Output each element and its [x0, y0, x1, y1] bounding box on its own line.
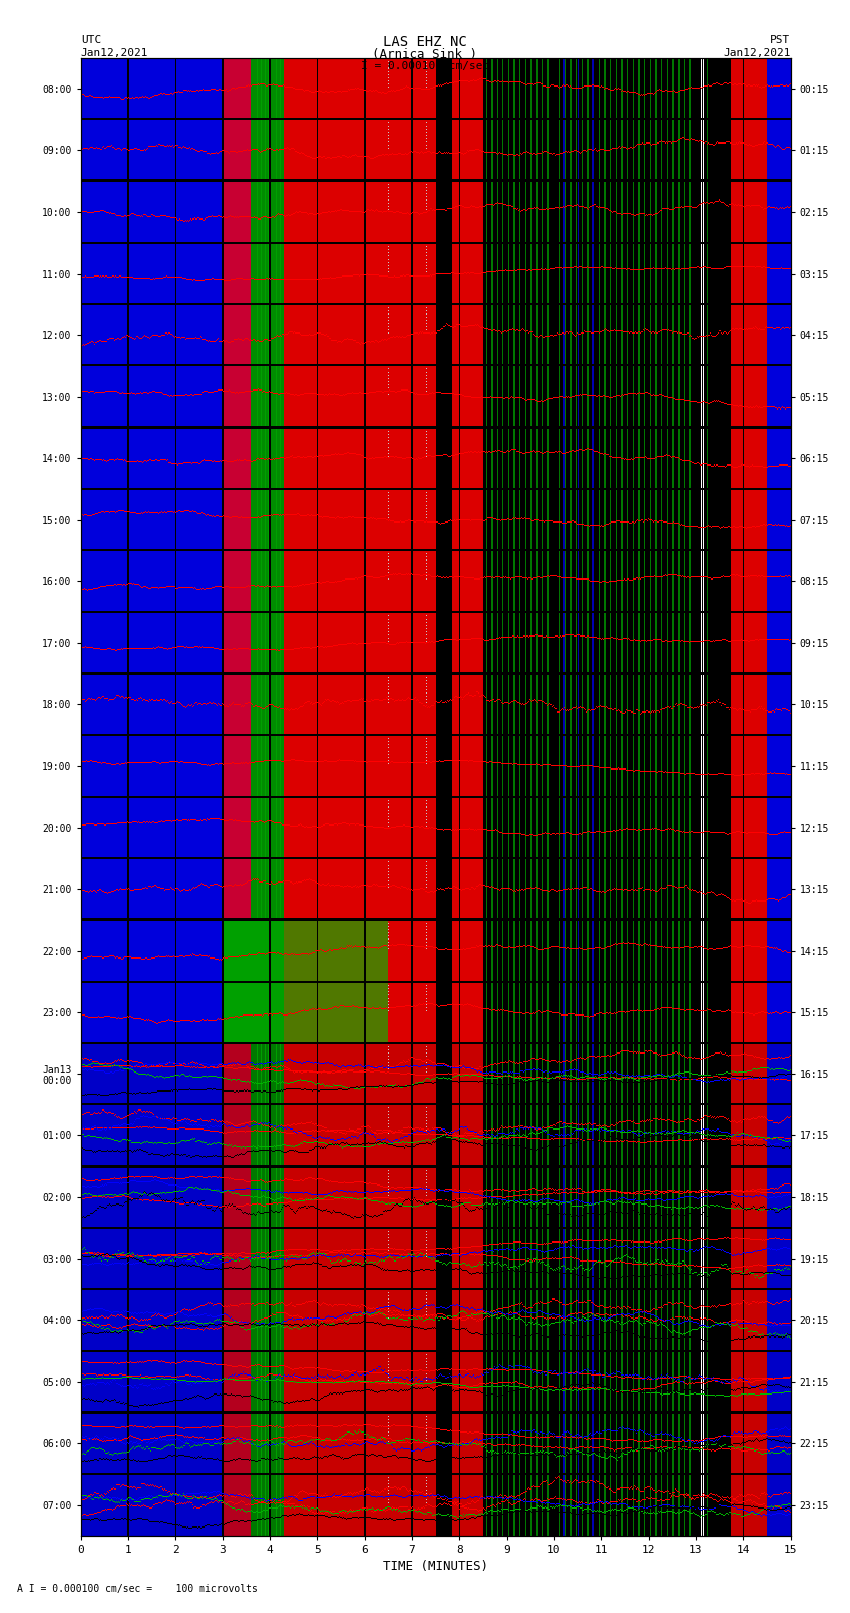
Text: UTC: UTC — [81, 35, 101, 45]
X-axis label: TIME (MINUTES): TIME (MINUTES) — [383, 1560, 488, 1573]
Text: LAS EHZ NC: LAS EHZ NC — [383, 35, 467, 50]
Text: A I = 0.000100 cm/sec =    100 microvolts: A I = 0.000100 cm/sec = 100 microvolts — [17, 1584, 258, 1594]
Text: I = 0.000100 cm/sec: I = 0.000100 cm/sec — [361, 61, 489, 71]
Text: (Arnica Sink ): (Arnica Sink ) — [372, 48, 478, 61]
Text: Jan12,2021: Jan12,2021 — [723, 48, 791, 58]
Text: Jan12,2021: Jan12,2021 — [81, 48, 148, 58]
Text: PST: PST — [770, 35, 790, 45]
